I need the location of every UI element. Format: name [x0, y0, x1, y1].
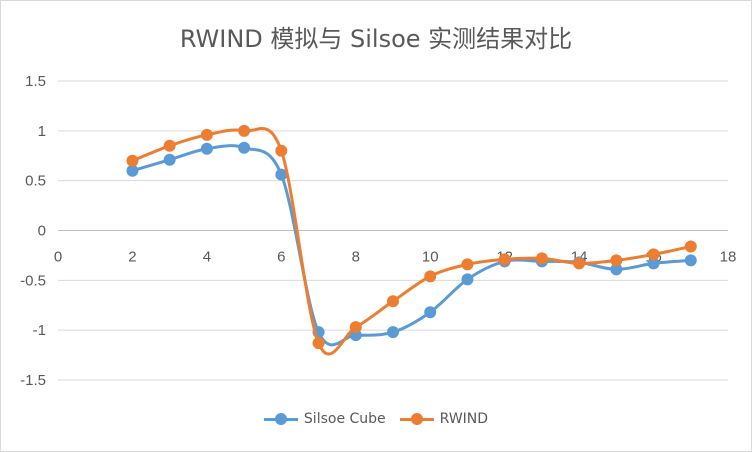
data-point — [200, 142, 213, 155]
data-point — [424, 306, 437, 319]
data-point — [275, 144, 288, 157]
data-point — [461, 273, 474, 286]
data-point — [573, 257, 586, 270]
data-point — [647, 248, 660, 261]
legend-swatch — [263, 413, 298, 425]
x-tick-label: 2 — [128, 249, 136, 266]
data-point — [461, 258, 474, 271]
y-tick-label: -0.5 — [20, 272, 46, 289]
data-point — [200, 128, 213, 141]
y-tick-label: 1.5 — [25, 73, 46, 90]
series-line — [131, 127, 692, 356]
data-point — [684, 240, 697, 253]
data-point — [126, 164, 139, 177]
y-tick-label: -1 — [33, 322, 46, 339]
data-point — [535, 252, 548, 265]
data-point — [610, 263, 623, 276]
data-point — [163, 139, 176, 152]
x-tick-label: 10 — [422, 249, 439, 266]
x-tick-label: 6 — [277, 249, 285, 266]
y-tick-label: 1 — [38, 123, 46, 140]
series-line — [132, 144, 691, 347]
data-point — [610, 254, 623, 267]
data-point — [163, 153, 176, 166]
data-point — [387, 295, 399, 308]
legend-swatch — [399, 413, 434, 425]
data-point — [238, 141, 251, 154]
data-point — [275, 168, 288, 181]
data-point — [312, 337, 325, 350]
y-tick-label: 0 — [38, 223, 46, 240]
data-point — [498, 253, 511, 266]
chart-title: RWIND 模拟与 Silsoe 实测结果对比 — [179, 25, 573, 53]
data-point — [349, 321, 362, 334]
data-point — [126, 154, 139, 167]
data-point — [238, 124, 251, 137]
legend-label: RWIND — [439, 411, 489, 427]
y-tick-label: 0.5 — [25, 173, 46, 190]
x-tick-label: 8 — [352, 249, 360, 266]
legend-item: Silsoe Cube — [263, 411, 386, 427]
x-tick-label: 4 — [203, 249, 211, 266]
data-point — [647, 257, 660, 270]
legend-item: RWIND — [399, 411, 489, 427]
y-tick-label: -1.5 — [20, 372, 46, 389]
data-point — [424, 270, 437, 283]
data-point — [684, 254, 697, 267]
legend: Silsoe Cube RWIND — [1, 411, 751, 427]
x-tick-label: 0 — [54, 249, 62, 266]
x-tick-label: 18 — [720, 249, 737, 266]
legend-label: Silsoe Cube — [303, 411, 386, 427]
data-point — [387, 326, 399, 339]
